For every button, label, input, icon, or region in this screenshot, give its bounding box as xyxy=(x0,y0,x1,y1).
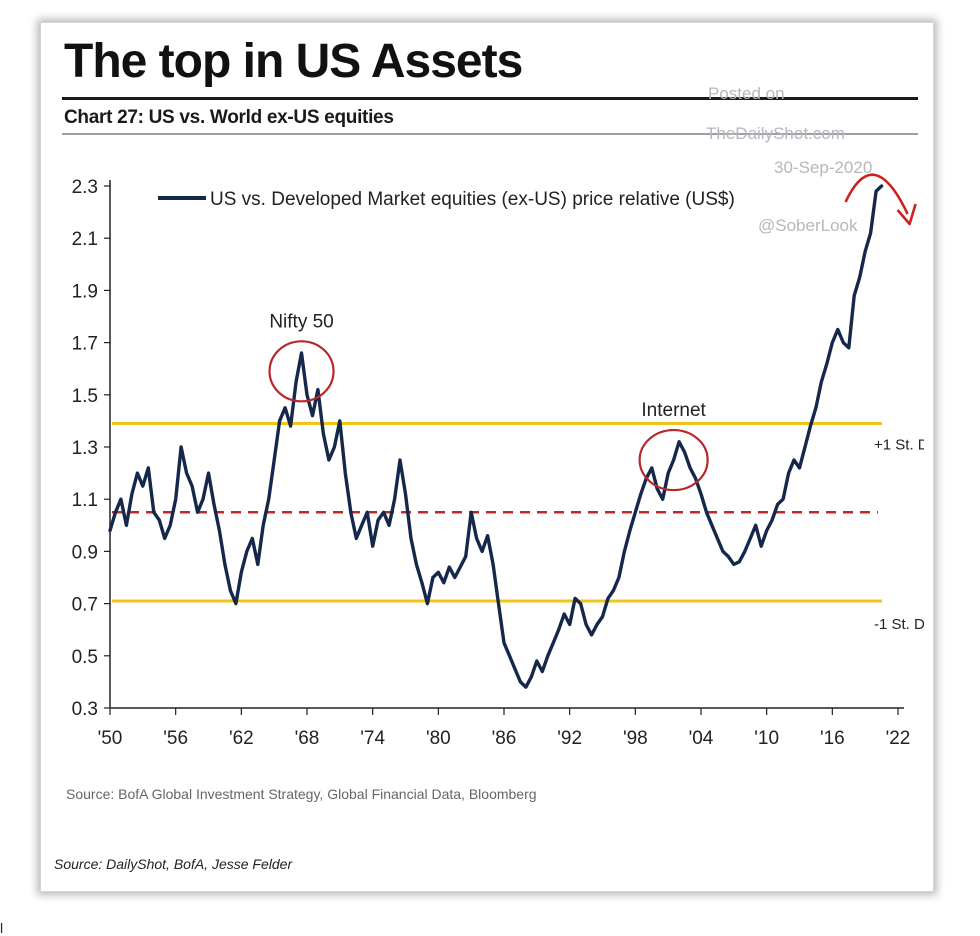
line-chart: 0.3 0.5 0.7 0.9 1.1 1.3 1.5 1.7 1.9 2.1 2.3 '50 '56 '… xyxy=(72,173,924,749)
y-tick-label: 2.3 xyxy=(72,177,98,198)
chart-card xyxy=(40,22,934,892)
x-tick-label: '74 xyxy=(360,728,385,749)
y-tick-label: 0.9 xyxy=(72,542,98,563)
x-tick-label: '16 xyxy=(820,728,845,749)
x-tick-label: '10 xyxy=(754,728,779,749)
x-tick-label: '86 xyxy=(492,728,517,749)
x-tick-label: '98 xyxy=(623,728,648,749)
y-tick-label: 1.9 xyxy=(72,281,98,302)
x-tick-label: '50 xyxy=(98,728,123,749)
x-tick-label: '80 xyxy=(426,728,451,749)
top-arrow xyxy=(844,173,909,215)
chart-source: Source: BofA Global Investment Strategy,… xyxy=(66,786,537,802)
legend-label: US vs. Developed Market equities (ex-US)… xyxy=(210,189,735,210)
x-tick-label: '92 xyxy=(557,728,582,749)
watermark-site: TheDailyShot.com xyxy=(706,124,845,143)
nifty-50-label: Nifty 50 xyxy=(269,311,333,332)
watermark-handle: @SoberLook xyxy=(758,216,858,235)
stray-mark: l xyxy=(0,920,4,936)
nifty-50-circle xyxy=(268,340,335,403)
y-tick-label: 0.5 xyxy=(72,647,98,668)
y-tick-label: 2.1 xyxy=(72,229,98,250)
x-tick-label: '62 xyxy=(229,728,254,749)
y-tick-label: 1.5 xyxy=(72,386,98,407)
x-tick-label: '04 xyxy=(689,728,714,749)
series-line xyxy=(108,184,884,689)
internet-label: Internet xyxy=(641,400,706,421)
subtitle-rule xyxy=(62,133,918,135)
y-tick-label: 0.7 xyxy=(72,595,98,616)
minus-1-stdev-label: -1 St. Dev xyxy=(874,616,924,633)
x-tick-label: '68 xyxy=(295,728,320,749)
y-tick-label: 1.1 xyxy=(72,490,98,511)
x-tick-label: '22 xyxy=(886,728,911,749)
plus-1-stdev-label: +1 St. Dev xyxy=(874,437,924,454)
image-source: Source: DailyShot, BofA, Jesse Felder xyxy=(54,856,293,872)
watermark-posted: Posted on xyxy=(708,84,785,103)
watermark-date: 30-Sep-2020 xyxy=(774,158,873,177)
y-tick-label: 0.3 xyxy=(72,699,98,720)
y-tick-label: 1.3 xyxy=(72,438,98,459)
chart-subtitle: Chart 27: US vs. World ex-US equities xyxy=(64,107,394,128)
top-arrow-head xyxy=(896,203,917,226)
y-tick-label: 1.7 xyxy=(72,334,98,355)
x-tick-label: '56 xyxy=(163,728,188,749)
internet-circle xyxy=(638,428,709,492)
title-rule xyxy=(62,97,918,100)
page-title: The top in US Assets xyxy=(64,35,523,88)
